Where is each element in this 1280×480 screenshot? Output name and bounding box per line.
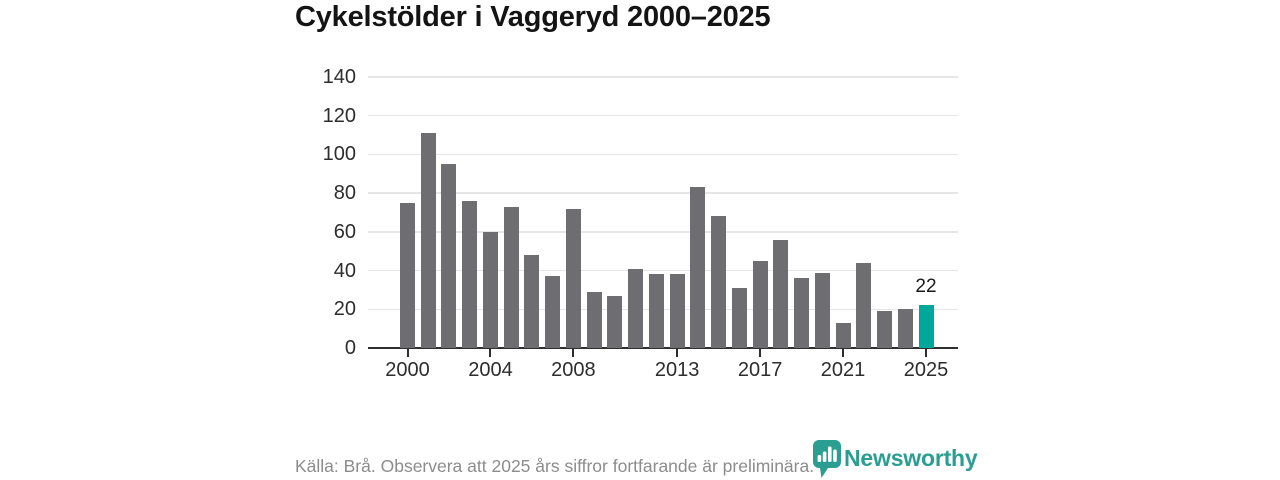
bar-2015 [711, 216, 727, 348]
gridline-60 [368, 231, 958, 233]
x-tick-2008 [572, 349, 575, 357]
x-axis-label-2025: 2025 [903, 359, 949, 381]
y-axis-label-120: 120 [322, 104, 356, 127]
y-axis-label-20: 20 [333, 298, 356, 321]
gridline-100 [368, 153, 958, 156]
bar-2000 [400, 202, 415, 348]
gridline-140 [368, 76, 958, 78]
bar-2017 [752, 260, 768, 348]
x-tick-2004 [489, 349, 492, 357]
gridline-80 [368, 192, 958, 194]
bar-2013 [669, 274, 685, 348]
bar-2021 [835, 322, 851, 348]
y-axis-label-80: 80 [333, 182, 356, 205]
bar-2012 [648, 274, 664, 348]
bar-2005 [503, 206, 519, 348]
plot-area: 0 20 40 60 80 100 120 140 22 2000 2004 2008 2013 2017… [323, 67, 958, 381]
newsworthy-logo-icon [813, 440, 841, 478]
x-axis-label-2008: 2008 [551, 359, 596, 381]
y-axis-label-140: 140 [322, 66, 356, 88]
bar-2018 [773, 239, 789, 348]
gridline-40 [368, 269, 958, 272]
bar-2019 [794, 278, 810, 348]
bar-2016 [731, 288, 747, 348]
y-axis-label-40: 40 [333, 259, 356, 282]
bar-2025 [918, 305, 934, 348]
x-axis-label-2021: 2021 [820, 359, 866, 381]
bar-2023 [877, 311, 893, 348]
x-axis-label-2017: 2017 [737, 359, 783, 381]
newsworthy-logo-text: Newsworthy [844, 445, 978, 471]
y-axis-label-0: 0 [344, 337, 356, 359]
x-axis-label-2000: 2000 [385, 359, 430, 381]
x-tick-2021 [842, 349, 845, 357]
bar-2022 [856, 262, 872, 348]
bar-2002 [441, 164, 457, 348]
gridline-120 [368, 114, 958, 117]
source-note: Källa: Brå. Observera att 2025 års siffr… [295, 456, 815, 476]
x-tick-2025 [925, 349, 927, 357]
x-tick-2000 [406, 349, 409, 357]
bar-2009 [586, 291, 602, 348]
bar-value-label: 22 [915, 276, 937, 298]
x-tick-2017 [759, 349, 762, 357]
bar-2007 [545, 276, 561, 348]
bar-2020 [814, 272, 830, 348]
y-axis-label-100: 100 [322, 143, 356, 166]
bar-2024 [897, 309, 913, 348]
chart-title: Cykelstölder i Vaggeryd 2000–2025 [295, 1, 771, 33]
bar-2014 [690, 187, 706, 348]
newsworthy-logo: Newsworthy [813, 440, 978, 478]
bar-2001 [420, 133, 436, 348]
y-axis-label-60: 60 [333, 220, 356, 243]
bar-2011 [628, 268, 644, 348]
x-axis-label-2004: 2004 [468, 359, 513, 381]
bar-2006 [524, 255, 540, 348]
bar-2010 [607, 295, 623, 348]
bar-2004 [482, 231, 498, 348]
bar-2008 [565, 208, 581, 348]
x-axis-label-2013: 2013 [654, 359, 700, 381]
x-tick-2013 [676, 349, 679, 357]
bar-2003 [462, 200, 478, 348]
